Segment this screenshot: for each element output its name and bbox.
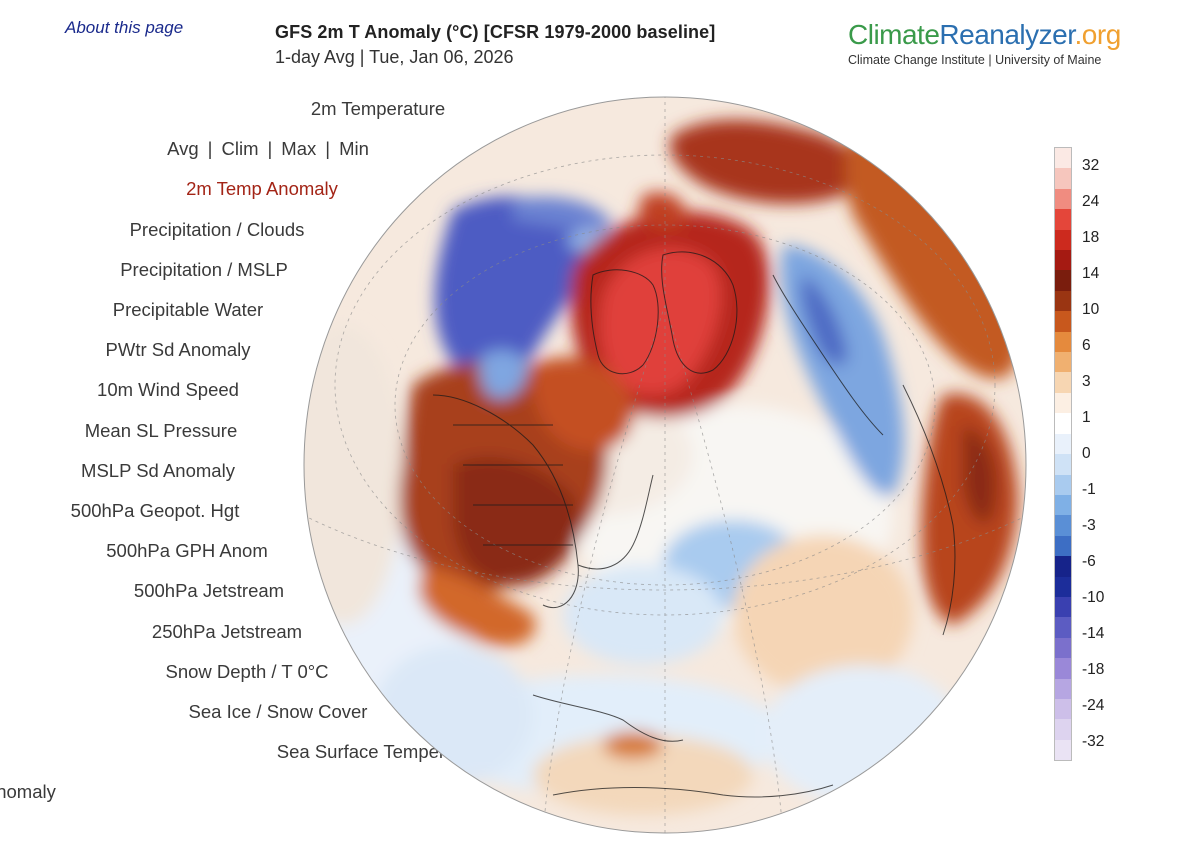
menu-item-500hpa-gph-anom[interactable]: 500hPa GPH Anom bbox=[106, 540, 268, 562]
menu-item-precipitation-clouds[interactable]: Precipitation / Clouds bbox=[129, 218, 305, 240]
logo-subtitle: Climate Change Institute | University of… bbox=[848, 53, 1102, 67]
colorbar-segment bbox=[1055, 188, 1071, 210]
colorbar-segment bbox=[1055, 535, 1071, 557]
logo-part-climate: Climate bbox=[848, 19, 940, 50]
colorbar-segment bbox=[1055, 372, 1071, 393]
menu-separator: | bbox=[325, 138, 331, 160]
menu-item-10m-wind-speed[interactable]: 10m Wind Speed bbox=[97, 379, 239, 401]
colorbar-segment bbox=[1055, 392, 1071, 414]
about-page-link[interactable]: About this page bbox=[65, 18, 184, 37]
colorbar-segment bbox=[1055, 474, 1071, 495]
colorbar-segment bbox=[1055, 433, 1071, 455]
menu-item-precipitation-mslp[interactable]: Precipitation / MSLP bbox=[120, 258, 288, 280]
legend-tick-label: -10 bbox=[1082, 589, 1105, 606]
colorbar-segment bbox=[1055, 352, 1071, 373]
legend-tick-label: -24 bbox=[1082, 697, 1105, 714]
colorbar-segment bbox=[1055, 229, 1071, 251]
colorbar-segment bbox=[1055, 311, 1071, 332]
colorbar-segment bbox=[1055, 250, 1071, 271]
legend-tick-label: -14 bbox=[1082, 625, 1105, 642]
colorbar-segment bbox=[1055, 148, 1071, 169]
menu-item-snow-depth-t-0-c[interactable]: Snow Depth / T 0°C bbox=[165, 660, 329, 682]
colorbar-segment bbox=[1055, 719, 1071, 740]
legend-tick-label: -3 bbox=[1082, 517, 1096, 534]
colorbar-segment bbox=[1055, 739, 1071, 761]
menu-item-2m-temperature[interactable]: 2m Temperature bbox=[310, 98, 446, 119]
logo-part-org: .org bbox=[1074, 19, 1122, 50]
menu-suboption-avg[interactable]: Avg bbox=[167, 138, 199, 160]
colorbar-segment bbox=[1055, 454, 1071, 475]
colorbar-segment bbox=[1055, 617, 1071, 638]
globe-map bbox=[303, 96, 1027, 834]
legend-tick-label: -18 bbox=[1082, 661, 1105, 678]
colorbar-segment bbox=[1055, 678, 1071, 699]
legend-tick-label: -32 bbox=[1082, 733, 1105, 750]
menu-suboption-max[interactable]: Max bbox=[281, 138, 317, 160]
logo-wordmark: ClimateReanalyzer.org bbox=[848, 18, 1121, 52]
menu-item-250hpa-jetstream[interactable]: 250hPa Jetstream bbox=[151, 620, 303, 642]
colorbar-segment bbox=[1055, 698, 1071, 720]
colorbar-segment bbox=[1055, 290, 1071, 312]
menu-item-pwtr-sd-anomaly[interactable]: PWtr Sd Anomaly bbox=[105, 339, 251, 361]
colorbar-segment bbox=[1055, 556, 1071, 577]
menu-suboption-min[interactable]: Min bbox=[339, 138, 369, 160]
colorbar-segment bbox=[1055, 576, 1071, 597]
colorbar-segment bbox=[1055, 596, 1071, 618]
menu-separator: | bbox=[267, 138, 273, 160]
menu-suboption-clim[interactable]: Clim bbox=[221, 138, 259, 160]
menu-item-precipitable-water[interactable]: Precipitable Water bbox=[112, 299, 264, 320]
colorbar-segment bbox=[1055, 209, 1071, 230]
colorbar-segment bbox=[1055, 331, 1071, 353]
legend-tick-label: 10 bbox=[1082, 301, 1100, 318]
menu-item-500hpa-geopot-hgt[interactable]: 500hPa Geopot. Hgt bbox=[70, 500, 240, 521]
colorbar bbox=[1054, 147, 1072, 761]
colorbar-segment bbox=[1055, 658, 1071, 679]
colorbar-segment bbox=[1055, 494, 1071, 516]
menu-item-500hpa-jetstream[interactable]: 500hPa Jetstream bbox=[133, 580, 285, 602]
colorbar-segment bbox=[1055, 270, 1071, 291]
legend-tick-label: 18 bbox=[1082, 229, 1100, 246]
menu-item-2m-temp-anomaly[interactable]: 2m Temp Anomaly bbox=[186, 178, 338, 200]
map-date-subtitle: 1-day Avg | Tue, Jan 06, 2026 bbox=[275, 47, 514, 67]
menu-item-mean-sl-pressure[interactable]: Mean SL Pressure bbox=[84, 419, 238, 441]
legend-tick-label: 3 bbox=[1082, 373, 1091, 390]
legend-tick-label: 1 bbox=[1082, 409, 1091, 426]
logo-part-reanalyzer: Reanalyzer bbox=[939, 19, 1075, 50]
legend-tick-label: -1 bbox=[1082, 481, 1096, 498]
map-header: GFS 2m T Anomaly (°C) [CFSR 1979-2000 ba… bbox=[275, 22, 715, 68]
menu-item-sea-ice-snow-cover[interactable]: Sea Ice / Snow Cover bbox=[188, 701, 368, 722]
legend-tick-label: 32 bbox=[1082, 157, 1100, 174]
legend-tick-label: 14 bbox=[1082, 265, 1100, 282]
colorbar-segment bbox=[1055, 515, 1071, 536]
menu-item-sst-anomaly[interactable]: SST Anomaly bbox=[0, 781, 56, 803]
legend-tick-label: 24 bbox=[1082, 193, 1100, 210]
menu-temperature-suboptions: Avg | Clim | Max | Min bbox=[167, 138, 369, 160]
colorbar-segment bbox=[1055, 168, 1071, 189]
menu-item-mslp-sd-anomaly[interactable]: MSLP Sd Anomaly bbox=[81, 459, 235, 481]
colorbar-segment bbox=[1055, 413, 1071, 434]
climate-reanalyzer-logo[interactable]: ClimateReanalyzer.org Climate Change Ins… bbox=[848, 18, 1121, 67]
legend-tick-label: 6 bbox=[1082, 337, 1091, 354]
map-title: GFS 2m T Anomaly (°C) [CFSR 1979-2000 ba… bbox=[275, 22, 716, 42]
legend-tick-label: 0 bbox=[1082, 445, 1091, 462]
legend-tick-label: -6 bbox=[1082, 553, 1096, 570]
menu-separator: | bbox=[207, 138, 213, 160]
colorbar-segment bbox=[1055, 637, 1071, 659]
